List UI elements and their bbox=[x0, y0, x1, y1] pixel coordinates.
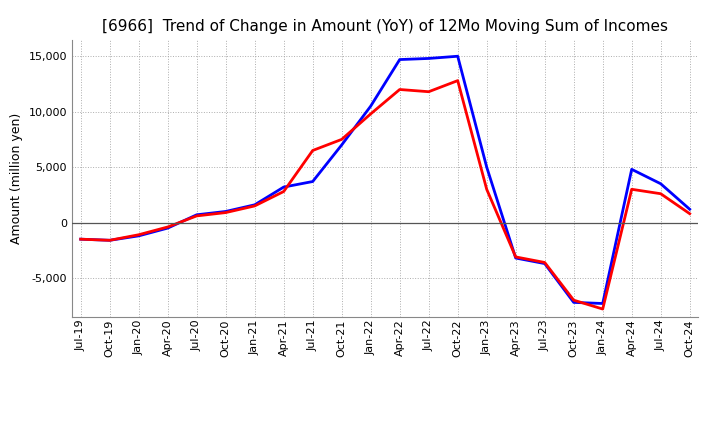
Ordinary Income bbox=[338, 142, 346, 147]
Net Income bbox=[598, 306, 607, 312]
Net Income bbox=[135, 232, 143, 238]
Ordinary Income bbox=[424, 56, 433, 61]
Ordinary Income bbox=[627, 167, 636, 172]
Ordinary Income bbox=[570, 300, 578, 305]
Title: [6966]  Trend of Change in Amount (YoY) of 12Mo Moving Sum of Incomes: [6966] Trend of Change in Amount (YoY) o… bbox=[102, 19, 668, 34]
Net Income bbox=[424, 89, 433, 94]
Ordinary Income bbox=[308, 179, 317, 184]
Net Income bbox=[570, 297, 578, 303]
Ordinary Income bbox=[366, 103, 375, 109]
Ordinary Income bbox=[482, 165, 491, 170]
Net Income bbox=[627, 187, 636, 192]
Ordinary Income bbox=[685, 207, 694, 212]
Net Income bbox=[76, 237, 85, 242]
Net Income bbox=[308, 148, 317, 153]
Net Income bbox=[163, 224, 172, 230]
Ordinary Income bbox=[598, 301, 607, 306]
Ordinary Income bbox=[251, 202, 259, 207]
Ordinary Income bbox=[395, 57, 404, 62]
Net Income bbox=[105, 238, 114, 243]
Ordinary Income bbox=[76, 237, 85, 242]
Ordinary Income bbox=[454, 54, 462, 59]
Net Income bbox=[541, 260, 549, 265]
Net Income bbox=[338, 137, 346, 142]
Ordinary Income bbox=[135, 233, 143, 238]
Ordinary Income bbox=[541, 261, 549, 266]
Ordinary Income bbox=[105, 238, 114, 243]
Ordinary Income bbox=[657, 181, 665, 187]
Net Income bbox=[192, 213, 201, 219]
Net Income bbox=[454, 78, 462, 83]
Ordinary Income bbox=[279, 184, 288, 190]
Ordinary Income bbox=[163, 225, 172, 231]
Net Income bbox=[657, 191, 665, 196]
Net Income bbox=[279, 189, 288, 194]
Net Income bbox=[482, 187, 491, 192]
Net Income bbox=[395, 87, 404, 92]
Line: Net Income: Net Income bbox=[81, 81, 690, 309]
Line: Ordinary Income: Ordinary Income bbox=[81, 56, 690, 304]
Ordinary Income bbox=[511, 255, 520, 260]
Ordinary Income bbox=[192, 212, 201, 217]
Net Income bbox=[511, 254, 520, 260]
Net Income bbox=[685, 211, 694, 216]
Net Income bbox=[251, 203, 259, 209]
Ordinary Income bbox=[221, 209, 230, 214]
Net Income bbox=[221, 210, 230, 215]
Net Income bbox=[366, 111, 375, 117]
Y-axis label: Amount (million yen): Amount (million yen) bbox=[10, 113, 23, 244]
